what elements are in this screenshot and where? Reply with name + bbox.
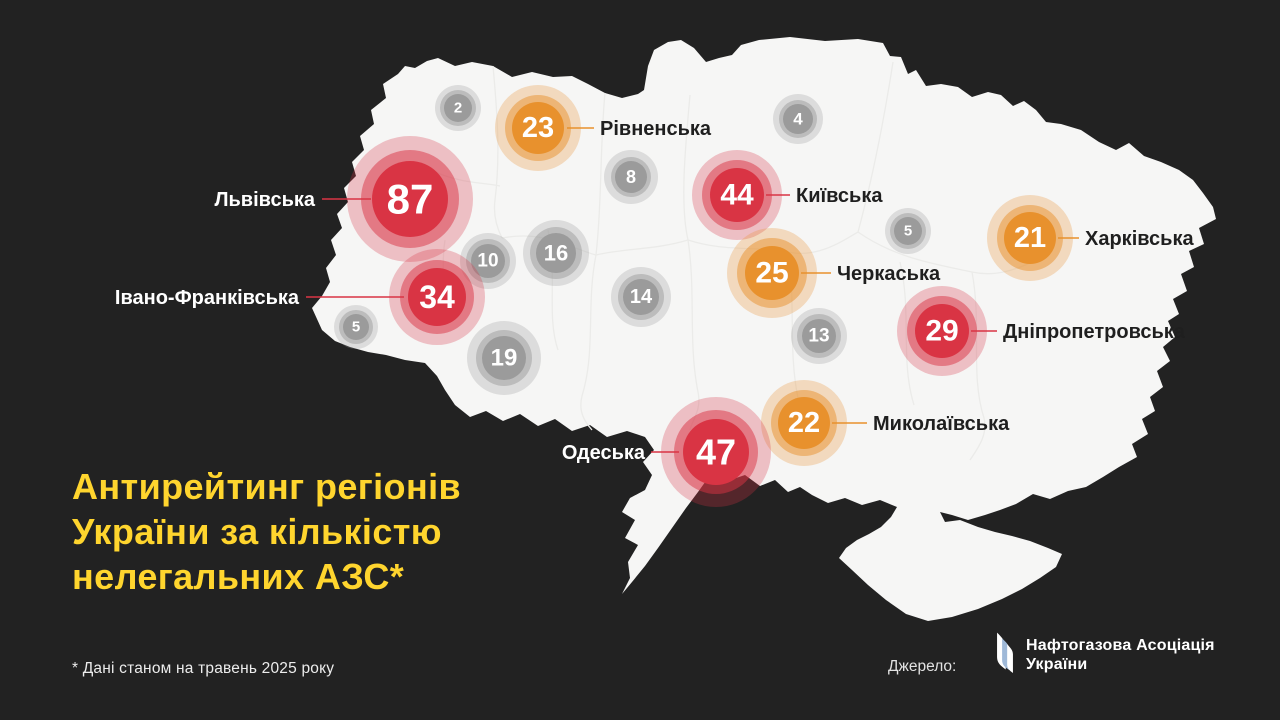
bubble-core [1004,212,1056,264]
bubble: 8 [604,150,658,204]
bubble-core [512,102,564,154]
region-label: Івано-Франківська [115,287,300,309]
bubble-value: 34 [419,279,455,315]
bubble-core [343,314,369,340]
region-labels-layer: Рівненська Львівська Київська Харківська Чер… [115,118,1195,464]
oblast-border-line [501,235,689,256]
region-label: Київська [796,185,883,207]
source-label: Джерело: [888,658,957,675]
bubble: 16 [523,220,589,286]
bubble-core [372,161,448,237]
naftogas-association-logo: Нафтогазова Асоціація України [992,628,1215,682]
region-label: Рівненська [600,118,712,140]
bubble: 5 [334,305,378,349]
bubble-value: 23 [522,112,554,144]
bubble-core [802,319,836,353]
bubble: 44 [692,150,782,240]
oblast-border-line [580,254,597,431]
title-line-1: Антирейтинг регіонів [72,466,462,507]
bubble: 13 [791,308,847,364]
bubble-core [471,244,505,278]
ukraine-map-outline [312,37,1216,621]
source-row: Джерело: Нафтогазова Асоціація України [888,628,1248,698]
title-line-3: нелегальних АЗС* [72,556,405,597]
oblast-border-line [899,261,915,406]
oblast-border-line [492,65,503,239]
bubble-core [482,336,526,380]
bubble: 29 [897,286,987,376]
bubble-core [710,168,764,222]
association-logo-icon [997,632,1013,674]
bubble: 34 [389,249,485,345]
region-label: Дніпропетровська [1003,321,1186,343]
region-label: Львівська [214,189,315,211]
oblast-border-line [857,61,894,233]
bubble-core [745,246,799,300]
bubble: 47 [661,397,771,507]
bubble-value: 2 [454,100,462,117]
bubble-value: 5 [352,319,360,336]
region-label: Черкаська [837,263,941,285]
bubble-core [894,217,922,245]
bubble-core [915,304,969,358]
bubble-value: 22 [788,407,820,439]
region-label: Одеська [562,442,646,464]
bubble: 87 [347,136,473,262]
bubble-core [615,161,647,193]
bubble-value: 16 [544,241,568,266]
region-label: Миколаївська [873,413,1010,435]
oblast-border-line [683,94,691,241]
bubble-value: 14 [630,286,653,308]
bubble: 25 [727,228,817,318]
bubble-value: 44 [720,179,754,212]
bubble-core [444,94,472,122]
bubble-core [623,279,659,315]
bubbles-layer: 2 23 4 87 8 44 5 21 16 10 25 14 34 13 29 5 19 22 47 [334,85,1073,507]
bubble-value: 19 [491,345,518,372]
bubble-core [778,397,830,449]
infographic-title: Антирейтинг регіонів України за кількіст… [72,464,461,599]
bubble-value: 21 [1014,222,1046,254]
bubble-core [683,419,749,485]
bubble-value: 13 [808,326,829,347]
bubble-value: 25 [755,257,788,290]
region-label: Харківська [1085,228,1194,250]
bubble: 5 [885,208,931,254]
bubble: 19 [467,321,541,395]
association-logo-text: Нафтогазова Асоціація України [1026,636,1215,674]
bubble: 21 [987,195,1073,281]
bubble: 14 [611,267,671,327]
bubble-core [408,268,466,326]
bubble-value: 10 [477,251,498,272]
bubble: 10 [460,233,516,289]
bubble-value: 8 [626,167,636,187]
oblast-border-line [857,231,1033,275]
footnote: * Дані станом на травень 2025 року [72,660,335,677]
bubble-value: 5 [904,223,912,240]
bubble-core [536,233,576,273]
bubble-core [783,104,813,134]
oblast-border-line [969,271,986,461]
bubble-value: 87 [387,176,434,223]
bubble-value: 47 [696,432,736,473]
bubble: 2 [435,85,481,131]
bubble: 4 [773,94,823,144]
bubble: 22 [761,380,847,466]
bubble: 23 [495,85,581,171]
association-name-line-1: Нафтогазова Асоціація [1026,637,1215,654]
association-name-line-2: України [1026,656,1088,673]
bubble-value: 29 [925,315,958,348]
oblast-border-line [595,92,606,256]
title-line-2: України за кількістю [72,511,442,552]
bubble-value: 4 [793,110,803,129]
